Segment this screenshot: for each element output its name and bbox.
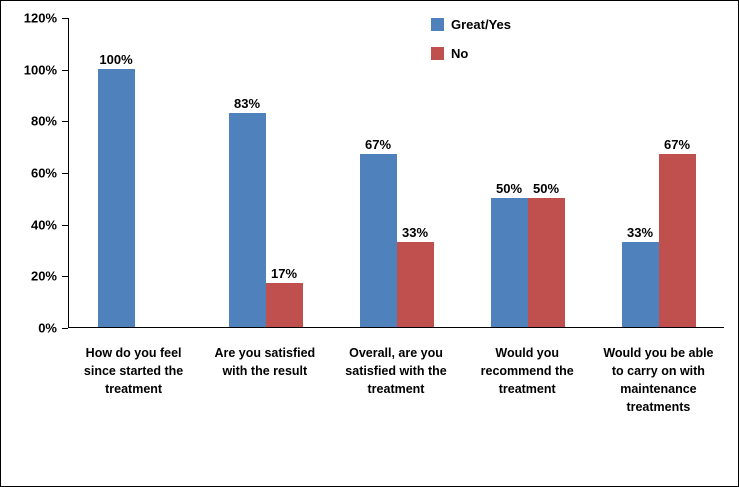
bar-group: 67% 33% bbox=[331, 18, 462, 327]
bar-great-yes bbox=[621, 241, 659, 327]
bar-slot: 50% bbox=[490, 18, 528, 327]
y-axis-tick-mark bbox=[62, 69, 68, 71]
y-axis-tick-mark bbox=[62, 328, 68, 329]
bar-data-label: 50% bbox=[532, 180, 560, 196]
bar-data-label: 67% bbox=[663, 136, 691, 152]
bar-data-label: 50% bbox=[495, 180, 523, 196]
legend-label-no: No bbox=[451, 46, 469, 61]
y-axis-tick-mark bbox=[62, 18, 68, 19]
legend-swatch-no bbox=[431, 47, 444, 60]
bar-no bbox=[265, 283, 303, 327]
y-axis-tick-label: 120% bbox=[23, 10, 57, 26]
x-axis-category-labels: How do you feel since started the treatm… bbox=[68, 344, 724, 417]
y-axis-tick-label: 80% bbox=[30, 113, 57, 129]
category-label: Are you satisfied with the result bbox=[214, 346, 316, 379]
legend: Great/Yes No bbox=[431, 17, 511, 61]
bar-slot: 50% bbox=[527, 18, 565, 327]
y-axis-tick-label: 40% bbox=[30, 217, 57, 233]
category-label: Would you be able to carry on with maint… bbox=[603, 346, 714, 415]
bar-great-yes bbox=[359, 153, 397, 327]
bar-slot: 33% bbox=[621, 18, 659, 327]
y-axis-tick-label: 60% bbox=[30, 165, 57, 181]
bar-group: 33% 67% bbox=[593, 18, 724, 327]
bar-data-label: 33% bbox=[626, 224, 654, 240]
bar-slot: 17% bbox=[265, 18, 303, 327]
bar-great-yes bbox=[97, 68, 135, 327]
plot-area: 100% 83% 17% 67% 33% 50% 50% 33% 67% bbox=[68, 18, 724, 328]
bar-group: 100% bbox=[69, 18, 200, 327]
bar-slot: 83% bbox=[228, 18, 266, 327]
bar-slot: 33% bbox=[396, 18, 434, 327]
category-label: Would you recommend the treatment bbox=[480, 346, 574, 397]
y-axis-tick-mark bbox=[62, 121, 68, 123]
y-axis-tick-label: 20% bbox=[30, 268, 57, 284]
bar-no bbox=[658, 153, 696, 327]
bar-slot: 67% bbox=[658, 18, 696, 327]
category-label: Overall, are you satisfied with the trea… bbox=[345, 346, 447, 397]
legend-item-great-yes: Great/Yes bbox=[431, 17, 511, 32]
legend-item-no: No bbox=[431, 46, 511, 61]
y-axis-tick-mark bbox=[62, 224, 68, 226]
bar-slot bbox=[135, 18, 172, 327]
legend-label-great-yes: Great/Yes bbox=[451, 17, 511, 32]
bar-no bbox=[527, 197, 565, 327]
legend-swatch-great-yes bbox=[431, 18, 444, 31]
bar-no bbox=[396, 241, 434, 327]
bar-slot: 67% bbox=[359, 18, 397, 327]
bar-slot: 100% bbox=[97, 18, 135, 327]
y-axis-tick-mark bbox=[62, 276, 68, 278]
bar-great-yes bbox=[228, 112, 266, 327]
bar-group: 50% 50% bbox=[462, 18, 593, 327]
bar-group: 83% 17% bbox=[200, 18, 331, 327]
bar-data-label: 33% bbox=[401, 224, 429, 240]
bar-great-yes bbox=[490, 197, 528, 327]
y-axis-tick-mark bbox=[62, 173, 68, 174]
y-axis-tick-label: 0% bbox=[38, 320, 57, 336]
bar-data-label: 100% bbox=[99, 51, 133, 67]
category-label: How do you feel since started the treatm… bbox=[83, 346, 184, 397]
bar-data-label: 83% bbox=[233, 95, 261, 111]
y-axis-tick-label: 100% bbox=[23, 62, 57, 78]
bar-data-label: 67% bbox=[364, 136, 392, 152]
bar-data-label: 17% bbox=[270, 266, 298, 282]
